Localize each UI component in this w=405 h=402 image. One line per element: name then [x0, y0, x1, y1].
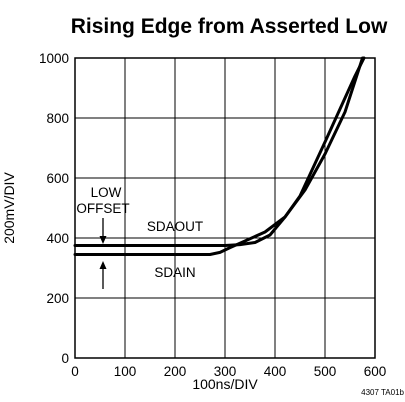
x-tick-label: 500: [314, 364, 337, 379]
y-tick-label: 200: [46, 291, 69, 306]
series: [73, 56, 366, 256]
offset-arrow-up-icon: [99, 261, 107, 269]
x-tick-label: 600: [364, 364, 387, 379]
x-tick-label: 0: [71, 364, 79, 379]
series-line-sdaout: [73, 56, 366, 247]
plot-frame: [74, 57, 376, 359]
y-tick-label: 0: [61, 351, 69, 366]
y-axis-label: 200mV/DIV: [1, 172, 17, 244]
series-line-sdain: [73, 56, 364, 256]
x-axis-label: 100ns/DIV: [192, 376, 258, 392]
annotation-sdaout: SDAOUT: [147, 219, 203, 234]
x-tick-label: 400: [264, 364, 287, 379]
y-tick-label: 800: [46, 111, 69, 126]
y-tick-label: 1000: [39, 51, 69, 66]
x-tick-label: 100: [114, 364, 137, 379]
offset-arrow-down-icon: [99, 236, 107, 244]
grid: [75, 58, 375, 358]
annotation-low: LOW: [91, 185, 122, 200]
figure-id: 4307 TA01b: [361, 388, 404, 397]
y-tick-label: 600: [46, 171, 69, 186]
annotation-offset: OFFSET: [76, 201, 129, 216]
annotation-sdain: SDAIN: [154, 265, 195, 280]
x-tick-label: 200: [164, 364, 187, 379]
tick-labels: 0 100 200 300 400 500 600 0 200 400 600 800 1000: [39, 51, 386, 379]
y-tick-label: 400: [46, 231, 69, 246]
x-tick-label: 300: [214, 364, 237, 379]
chart-title: Rising Edge from Asserted Low: [71, 15, 388, 38]
